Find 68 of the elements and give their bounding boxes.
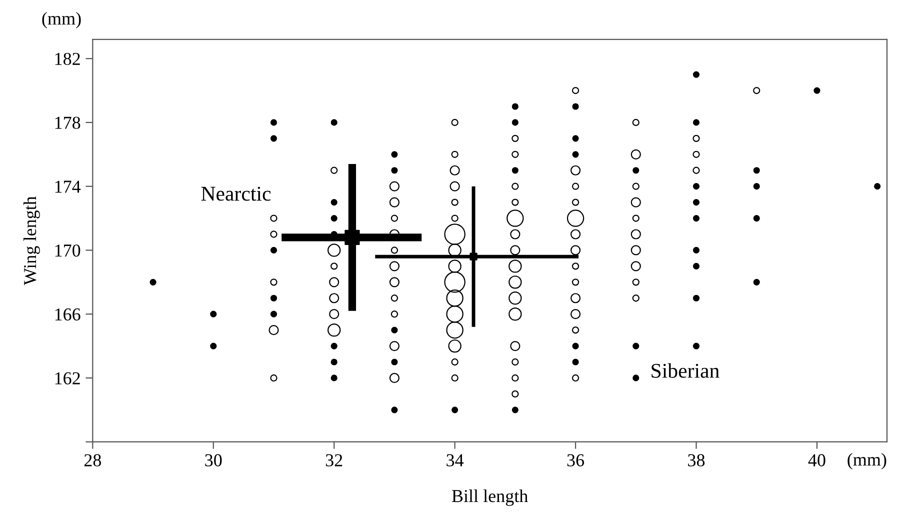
point — [330, 358, 338, 366]
point — [330, 342, 338, 350]
point — [452, 406, 458, 414]
point — [572, 103, 579, 110]
text: (mm) — [848, 452, 886, 470]
point — [512, 119, 518, 126]
y-tick-label: 174 — [55, 180, 81, 193]
point — [330, 199, 338, 206]
point — [632, 374, 640, 382]
point — [692, 294, 700, 302]
point — [330, 214, 338, 222]
point — [692, 342, 700, 350]
text: (mm) — [42, 12, 81, 28]
point — [572, 358, 579, 366]
point — [692, 214, 700, 222]
y-tick-label: 166 — [55, 308, 80, 321]
point — [753, 278, 760, 286]
point — [270, 135, 278, 142]
x-tick-label: 34 — [446, 454, 464, 466]
point — [572, 151, 579, 158]
point — [330, 374, 338, 382]
point — [344, 230, 360, 246]
point — [512, 103, 518, 110]
point — [270, 119, 278, 126]
point — [692, 71, 700, 78]
point — [692, 183, 700, 190]
point — [692, 262, 700, 270]
point — [572, 135, 579, 142]
point — [391, 326, 398, 334]
point — [391, 151, 398, 158]
point — [270, 310, 278, 318]
y-tick-label: 178 — [55, 116, 80, 129]
x-tick-label: 28 — [84, 454, 102, 466]
point — [874, 183, 881, 190]
point — [692, 246, 700, 254]
point — [814, 87, 820, 94]
x-tick-label: 30 — [205, 454, 222, 466]
point — [692, 199, 700, 206]
point — [470, 252, 478, 260]
point — [512, 406, 518, 414]
point — [210, 342, 217, 350]
point — [330, 119, 338, 126]
point — [150, 278, 156, 286]
y-tick-label: 170 — [55, 244, 80, 257]
point — [753, 214, 760, 222]
point — [753, 167, 760, 174]
point — [753, 183, 760, 190]
point — [391, 167, 398, 174]
point — [632, 342, 640, 350]
x-tick-label: 32 — [326, 454, 342, 466]
point — [572, 342, 579, 350]
point — [512, 167, 518, 174]
x-axis-title: Bill length — [452, 489, 528, 506]
point — [391, 406, 398, 414]
y-tick-label: 182 — [55, 52, 80, 66]
point — [270, 294, 278, 302]
x-tick-label: 36 — [567, 454, 584, 466]
point — [391, 358, 398, 366]
point — [632, 167, 640, 174]
annotation: Siberian — [652, 363, 720, 378]
point — [210, 310, 217, 318]
y-axis-title: Wing length — [23, 196, 40, 286]
x-tick-label: 38 — [688, 454, 705, 466]
x-tick-label: 40 — [808, 454, 826, 466]
point — [692, 119, 700, 126]
point — [270, 246, 278, 254]
y-tick-label: 162 — [55, 372, 80, 384]
annotation: Nearctic — [201, 186, 271, 201]
